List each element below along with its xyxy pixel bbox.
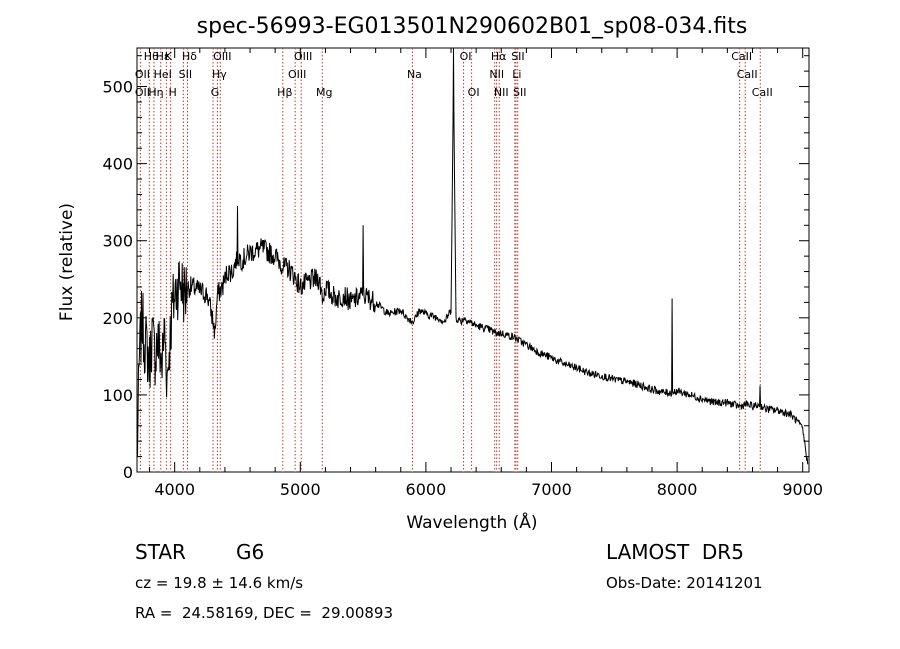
y-tick-label-0: 0 bbox=[123, 463, 133, 482]
line-label-24: Li bbox=[512, 68, 521, 81]
x-axis-label: Wavelength (Å) bbox=[406, 511, 537, 533]
line-label-2: OII bbox=[135, 86, 150, 99]
y-axis-label: Flux (relative) bbox=[57, 203, 77, 321]
chart-title: spec-56993-EG013501N290602B01_sp08-034.f… bbox=[197, 14, 748, 39]
line-label-12: G bbox=[211, 86, 220, 99]
x-axis: 4000 5000 6000 7000 8000 9000 bbox=[149, 48, 823, 499]
y-tick-label-2: 200 bbox=[102, 309, 133, 328]
object-class: STAR bbox=[135, 540, 186, 564]
line-label-5: HeI bbox=[154, 68, 172, 81]
object-subclass: G6 bbox=[236, 540, 265, 564]
x-tick-label-4: 8000 bbox=[657, 480, 698, 499]
line-label-8: Hδ bbox=[182, 50, 197, 63]
y-tick-label-3: 300 bbox=[102, 232, 133, 251]
y-tick-label-4: 400 bbox=[102, 155, 133, 174]
coordinates: RA = 24.58169, DEC = 29.00893 bbox=[135, 604, 394, 622]
line-label-3: Hη bbox=[148, 86, 163, 99]
line-label-28: CaII bbox=[752, 86, 773, 99]
line-label-1: OII bbox=[135, 68, 150, 81]
y-tick-label-1: 100 bbox=[102, 386, 133, 405]
line-label-10: OIII bbox=[213, 50, 231, 63]
y-tick-label-5: 500 bbox=[102, 78, 133, 97]
y-axis: 0 100 200 300 400 500 bbox=[102, 55, 809, 482]
survey-name: LAMOST DR5 bbox=[606, 540, 744, 564]
line-label-22: NII bbox=[494, 86, 509, 99]
x-tick-label-0: 4000 bbox=[154, 480, 195, 499]
line-label-27: CaII bbox=[737, 68, 758, 81]
line-label-25: SII bbox=[513, 86, 526, 99]
x-tick-label-1: 5000 bbox=[280, 480, 321, 499]
spectrum-series bbox=[136, 47, 809, 465]
line-label-9: SII bbox=[179, 68, 192, 81]
redshift-cz: cz = 19.8 ± 14.6 km/s bbox=[135, 574, 304, 592]
plot-frame bbox=[136, 47, 810, 473]
line-label-4: Hε bbox=[156, 50, 170, 63]
line-label-20: Hα bbox=[491, 50, 507, 63]
line-label-11: Hγ bbox=[212, 68, 227, 81]
line-label-21: NII bbox=[489, 68, 504, 81]
line-label-17: Na bbox=[407, 68, 422, 81]
x-tick-label-5: 9000 bbox=[782, 480, 823, 499]
line-label-0: Hθ bbox=[144, 50, 159, 63]
x-tick-label-2: 6000 bbox=[406, 480, 447, 499]
observation-date: Obs-Date: 20141201 bbox=[606, 574, 763, 592]
x-tick-label-3: 7000 bbox=[531, 480, 572, 499]
line-label-19: OI bbox=[468, 86, 480, 99]
line-label-14: OIII bbox=[294, 50, 312, 63]
line-label-26: CaII bbox=[731, 50, 752, 63]
line-label-23: SII bbox=[511, 50, 524, 63]
line-label-13: Hβ bbox=[277, 86, 292, 99]
line-label-6: K bbox=[165, 50, 173, 63]
spectrum-line bbox=[136, 47, 809, 465]
line-label-15: OIII bbox=[288, 68, 306, 81]
line-label-18: OI bbox=[460, 50, 472, 63]
line-label-16: Mg bbox=[316, 86, 332, 99]
line-markers bbox=[139, 48, 761, 472]
line-label-7: H bbox=[169, 86, 177, 99]
